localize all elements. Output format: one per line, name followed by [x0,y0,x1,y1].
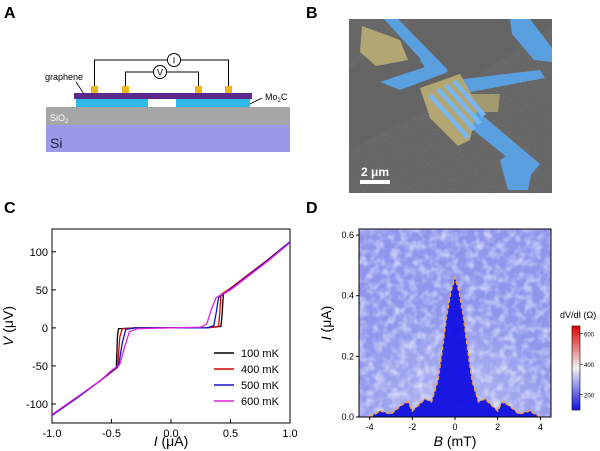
panel-c-y-tick-label: -100 [26,399,48,411]
scale-bar-label: 2 μm [361,165,389,179]
colorbar-tick-label: 200 [584,394,595,400]
panel-b-sem-image: B 2 μm [306,5,552,193]
si-label: Si [50,135,62,151]
panel-a-device-schematic: A SiO2 Si I V graphene Mo2C [4,5,290,152]
panel-c-y-tick-label: 100 [30,247,48,259]
panel-d-x-tick-label: -4 [366,422,374,432]
sem-electrodes [380,19,552,190]
panel-d-y-tick-label: 0.4 [341,291,354,301]
panel-a-letter: A [4,5,16,22]
panel-d-ticks: -4 -2 0 2 4 0.0 0.2 0.4 0.6 [341,230,542,432]
panel-c-letter: C [4,200,16,217]
contact-4 [225,86,232,93]
contact-1 [91,86,98,93]
panel-c-x-tick-label: -1.0 [43,428,62,440]
legend-label: 600 mK [241,396,280,408]
sem-finger-electrodes [428,80,486,139]
panel-c-x-axis-title: I (μA) [154,433,189,449]
panel-c-x-tick-label: 0.5 [223,428,238,440]
sio2-label: SiO2 [50,113,69,125]
panel-c-iv-chart: C -1.0 -0.5 0.0 0.5 1.0 -100 -50 0 50 100 100 mK 4… [0,200,298,449]
panel-d-y-tick-label: 0.0 [341,412,354,422]
panel-d-y-axis-title: I (μA) [318,306,334,341]
sio2-layer [46,107,290,125]
current-meter-label: I [173,56,176,66]
voltage-meter-label: V [157,68,163,78]
panel-c-x-tick-label: 1.0 [282,428,297,440]
colorbar-ticks: 600 400 200 [580,333,595,400]
mo2c-right [176,99,250,107]
panel-c-series [52,241,290,416]
sem-flake-small [360,26,408,66]
legend-label: 500 mK [241,380,280,392]
panel-c-x-tick-label: 0.0 [163,428,178,440]
colorbar-tick-label: 400 [584,363,595,369]
colorbar [571,325,581,411]
voltage-meter-icon [153,65,167,79]
measurement-wiring [94,59,229,86]
contact-2 [122,86,129,93]
panel-c-y-tick-label: 50 [36,285,48,297]
panel-d-heatmap: D -4 -2 0 2 4 0.0 0.2 0.4 0.6 B (mT) I (μA) dV/d… [306,200,596,449]
panel-d-x-tick-label: 0 [452,422,457,432]
panel-c-x-tick-label: -0.5 [102,428,121,440]
colorbar-tick-label: 600 [584,333,595,339]
graphene-layer [74,93,252,99]
panel-d-x-tick-label: 2 [495,422,500,432]
legend-label: 100 mK [241,348,280,360]
contact-3 [195,86,202,93]
colorbar-title: dV/dI (Ω) [560,310,596,320]
panel-c-ticks: -1.0 -0.5 0.0 0.5 1.0 -100 -50 0 50 100 [26,247,298,440]
current-meter-icon [167,53,181,67]
panel-b-letter: B [306,5,318,22]
panel-d-x-tick-label: 4 [538,422,543,432]
graphene-label: graphene [45,72,83,82]
series-line-600-mK [52,242,290,416]
superconducting-fill [369,277,541,417]
mo2c-pointer [249,97,263,105]
si-layer [46,125,290,152]
heatmap-superconducting-region [369,274,541,417]
panel-c-y-tick-label: -50 [32,361,48,373]
critical-current-boundary [369,274,541,417]
graphene-pointer [75,81,85,95]
panel-d-y-tick-label: 0.2 [341,351,354,361]
panel-c-y-tick-label: 0 [42,323,48,335]
panel-c-y-axis-title: V (μV) [0,306,16,346]
scale-bar [360,180,390,184]
mo2c-left [76,99,148,107]
panel-d-x-axis-title: B (mT) [434,433,477,449]
panel-d-letter: D [306,200,318,217]
panel-d-y-tick-label: 0.6 [341,230,354,240]
panel-c-axes-frame [51,228,291,424]
mo2c-label: Mo2C [265,92,288,104]
legend-label: 400 mK [241,364,280,376]
panel-d-x-tick-label: -2 [408,422,416,432]
panel-c-legend: 100 mK 400 mK 500 mK 600 mK [214,348,280,408]
